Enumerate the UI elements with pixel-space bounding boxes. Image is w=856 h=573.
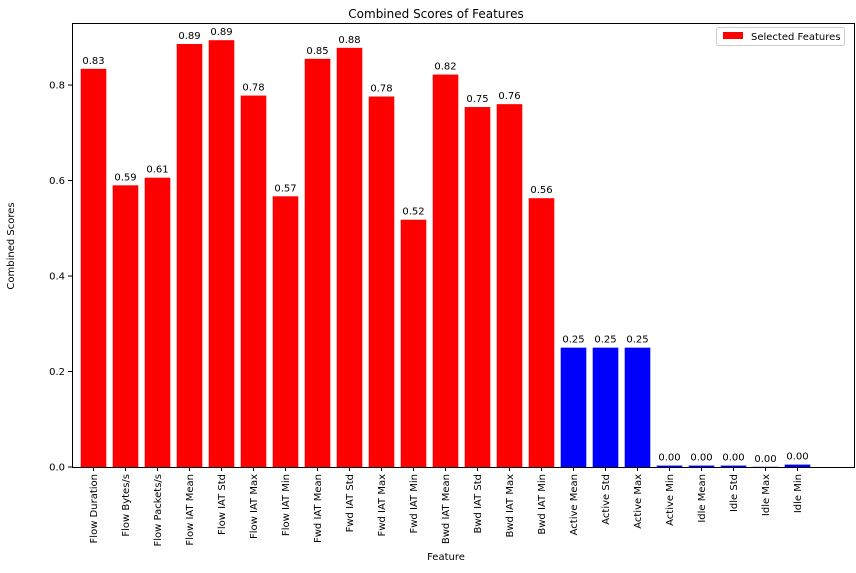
chart-title: Combined Scores of Features (348, 7, 523, 21)
y-tick-label-1: 0.2 (49, 367, 65, 378)
data-label-13: 0.76 (498, 91, 520, 102)
x-tick-label-11: Bwd IAT Mean (441, 474, 452, 544)
data-label-6: 0.57 (274, 183, 296, 194)
data-label-15: 0.25 (562, 335, 584, 346)
bar-7 (305, 59, 331, 467)
x-tick-label-19: Idle Mean (697, 474, 708, 523)
bar-13 (497, 104, 523, 467)
data-label-19: 0.00 (690, 453, 712, 464)
bar-3 (177, 44, 203, 467)
x-tick-label-10: Fwd IAT Min (409, 474, 420, 534)
legend: Selected Features (717, 28, 845, 46)
x-tick-label-15: Active Mean (569, 474, 580, 535)
bar-20 (721, 466, 747, 467)
legend-swatch-selected (723, 32, 743, 39)
bar-15 (561, 348, 587, 467)
x-tick-label-21: Idle Max (761, 474, 772, 516)
x-tick-label-20: Idle Std (729, 474, 740, 512)
x-tick-label-5: Flow IAT Max (249, 474, 260, 539)
x-tick-label-0: Flow Duration (89, 474, 100, 543)
bar-10 (401, 220, 427, 467)
bar-17 (625, 348, 651, 467)
x-axis: Flow Duration Flow Bytes/s Flow Packets/s F… (89, 467, 804, 547)
y-tick-label-0: 0.0 (49, 463, 65, 474)
data-label-0: 0.83 (82, 56, 104, 67)
data-label-22: 0.00 (786, 452, 808, 463)
data-label-1: 0.59 (114, 172, 136, 183)
x-tick-label-6: Flow IAT Min (281, 474, 292, 536)
y-axis: 0.0 0.2 0.4 0.6 0.8 (49, 81, 72, 474)
x-tick-label-12: Bwd IAT Std (473, 474, 484, 533)
bar-8 (337, 48, 363, 467)
data-label-20: 0.00 (722, 453, 744, 464)
data-label-5: 0.78 (242, 83, 264, 94)
x-tick-label-1: Flow Bytes/s (121, 474, 132, 537)
bars-layer (81, 40, 811, 467)
bar-12 (465, 107, 491, 467)
x-tick-label-13: Bwd IAT Max (505, 474, 516, 538)
y-tick-label-3: 0.6 (49, 176, 65, 187)
bar-4 (209, 40, 235, 467)
data-label-12: 0.75 (466, 94, 488, 105)
y-tick-label-4: 0.8 (49, 81, 65, 92)
x-tick-label-16: Active Std (601, 474, 612, 525)
bar-22 (785, 465, 811, 467)
data-label-17: 0.25 (626, 335, 648, 346)
bar-5 (241, 96, 267, 467)
data-label-16: 0.25 (594, 335, 616, 346)
data-label-21: 0.00 (754, 454, 776, 465)
data-label-4: 0.89 (210, 27, 232, 38)
x-tick-label-7: Fwd IAT Mean (313, 474, 324, 543)
bar-2 (145, 178, 171, 467)
data-label-2: 0.61 (146, 165, 168, 176)
x-axis-label: Feature (427, 552, 465, 563)
bar-1 (113, 185, 139, 467)
bar-0 (81, 69, 107, 467)
data-label-8: 0.88 (338, 35, 360, 46)
bar-11 (433, 75, 459, 467)
legend-label-selected: Selected Features (751, 32, 841, 43)
bar-19 (689, 466, 715, 467)
x-tick-label-3: Flow IAT Mean (185, 474, 196, 546)
data-label-3: 0.89 (178, 31, 200, 42)
data-label-7: 0.85 (306, 46, 328, 57)
data-label-10: 0.52 (402, 207, 424, 218)
bar-9 (369, 97, 395, 467)
x-tick-label-18: Active Min (665, 474, 676, 526)
x-tick-label-4: Flow IAT Std (217, 474, 228, 535)
data-label-18: 0.00 (658, 453, 680, 464)
data-label-9: 0.78 (370, 84, 392, 95)
bar-6 (273, 196, 299, 467)
data-label-11: 0.82 (434, 62, 456, 73)
data-label-14: 0.56 (530, 185, 552, 196)
x-tick-label-22: Idle Min (793, 474, 804, 513)
x-tick-label-17: Active Max (633, 474, 644, 529)
bar-14 (529, 198, 555, 467)
bar-16 (593, 348, 619, 467)
y-axis-label: Combined Scores (6, 202, 17, 289)
x-tick-label-14: Bwd IAT Min (537, 474, 548, 535)
x-tick-label-8: Fwd IAT Std (345, 474, 356, 532)
y-tick-label-2: 0.4 (49, 272, 65, 283)
bar-18 (657, 466, 683, 467)
x-tick-label-2: Flow Packets/s (153, 474, 164, 547)
x-tick-label-9: Fwd IAT Max (377, 474, 388, 537)
